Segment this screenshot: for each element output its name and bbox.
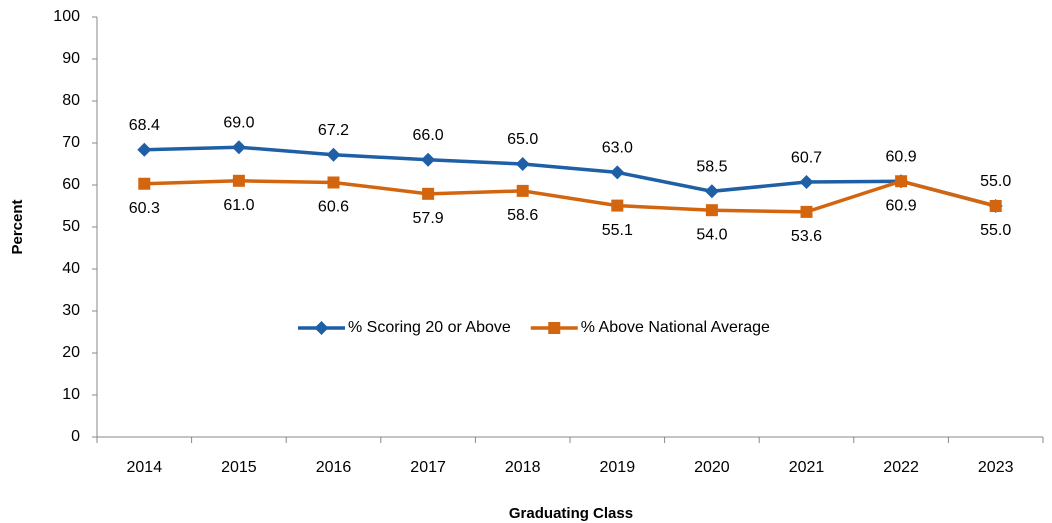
- y-tick-label: 100: [53, 8, 80, 25]
- data-label: 61.0: [223, 197, 254, 214]
- data-label: 60.3: [129, 200, 160, 217]
- x-tick-label: 2017: [410, 459, 446, 476]
- data-label: 66.0: [413, 127, 444, 144]
- x-tick-label: 2016: [316, 459, 352, 476]
- x-axis-title: Graduating Class: [509, 505, 633, 522]
- x-tick-label: 2015: [221, 459, 257, 476]
- data-label: 58.6: [507, 207, 538, 224]
- data-label: 60.6: [318, 199, 349, 216]
- data-label: 55.0: [980, 222, 1011, 239]
- data-point: [327, 176, 340, 189]
- data-label: 53.6: [791, 228, 822, 245]
- data-label: 54.0: [696, 226, 727, 243]
- x-tick-label: 2023: [978, 459, 1014, 476]
- y-tick-label: 40: [62, 260, 80, 277]
- y-tick-label: 60: [62, 176, 80, 193]
- legend-label: % Above National Average: [581, 319, 770, 336]
- y-tick-label: 20: [62, 344, 80, 361]
- series-line: [144, 145, 997, 208]
- data-label: 68.4: [129, 117, 160, 134]
- data-point: [800, 205, 813, 218]
- y-tick-label: 10: [62, 386, 80, 403]
- x-tick-label: 2014: [127, 459, 163, 476]
- data-label: 55.1: [602, 222, 633, 239]
- y-tick-label: 30: [62, 302, 80, 319]
- y-axis-title: Percent: [9, 199, 26, 254]
- data-point: [611, 199, 624, 212]
- data-point: [326, 147, 341, 162]
- data-point: [515, 157, 530, 171]
- legend-marker: [314, 321, 329, 335]
- series-line: [144, 179, 997, 214]
- legend-label: % Scoring 20 or Above: [348, 319, 511, 336]
- y-tick-label: 0: [71, 428, 80, 445]
- data-label: 69.0: [223, 114, 254, 131]
- data-point: [421, 152, 436, 167]
- data-label: 60.9: [886, 197, 917, 214]
- data-label: 60.9: [886, 148, 917, 165]
- y-tick-label: 50: [62, 218, 80, 235]
- data-point: [799, 175, 814, 190]
- data-label: 63.0: [602, 140, 633, 157]
- data-label: 65.0: [507, 131, 538, 148]
- data-point: [895, 175, 908, 188]
- legend-marker: [548, 322, 561, 334]
- data-point: [138, 177, 151, 190]
- data-point: [422, 187, 435, 200]
- data-label: 57.9: [413, 210, 444, 227]
- data-point: [610, 165, 625, 180]
- data-point: [231, 140, 246, 155]
- x-tick-label: 2018: [505, 459, 541, 476]
- data-point: [704, 184, 719, 199]
- x-tick-label: 2022: [883, 459, 919, 476]
- data-point: [705, 204, 718, 217]
- x-tick-label: 2021: [789, 459, 825, 476]
- data-label: 60.7: [791, 149, 822, 166]
- data-point: [232, 174, 245, 187]
- x-tick-label: 2019: [600, 459, 636, 476]
- y-tick-label: 80: [62, 92, 80, 109]
- data-label: 67.2: [318, 122, 349, 139]
- data-label: 55.0: [980, 173, 1011, 190]
- data-label: 58.5: [696, 159, 727, 176]
- data-point: [516, 184, 529, 197]
- data-point: [137, 142, 152, 157]
- y-tick-label: 90: [62, 50, 80, 67]
- y-tick-label: 70: [62, 134, 80, 151]
- x-tick-label: 2020: [694, 459, 730, 476]
- data-point: [989, 200, 1002, 212]
